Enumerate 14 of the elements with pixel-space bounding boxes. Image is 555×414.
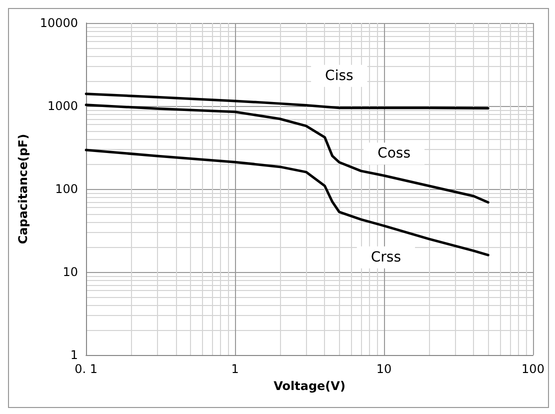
x-tick-label: 0. 1 <box>74 362 98 376</box>
y-tick-label: 10 <box>62 265 78 279</box>
x-tick-label: 10 <box>376 362 392 376</box>
series-label: Coss <box>378 146 410 162</box>
y-tick-label: 100 <box>55 182 78 196</box>
y-tick-label: 10000 <box>40 16 78 30</box>
y-tick-label: 1 <box>70 348 78 362</box>
y-tick-label: 1000 <box>48 99 78 113</box>
x-tick-label: 1 <box>231 362 239 376</box>
x-tick-label: 100 <box>522 362 544 376</box>
series-label: Crss <box>370 249 402 266</box>
series-label: Ciss <box>325 68 354 84</box>
y-axis-title: Capacitance(pF) <box>16 134 30 244</box>
x-axis-title: Voltage(V) <box>274 378 346 393</box>
